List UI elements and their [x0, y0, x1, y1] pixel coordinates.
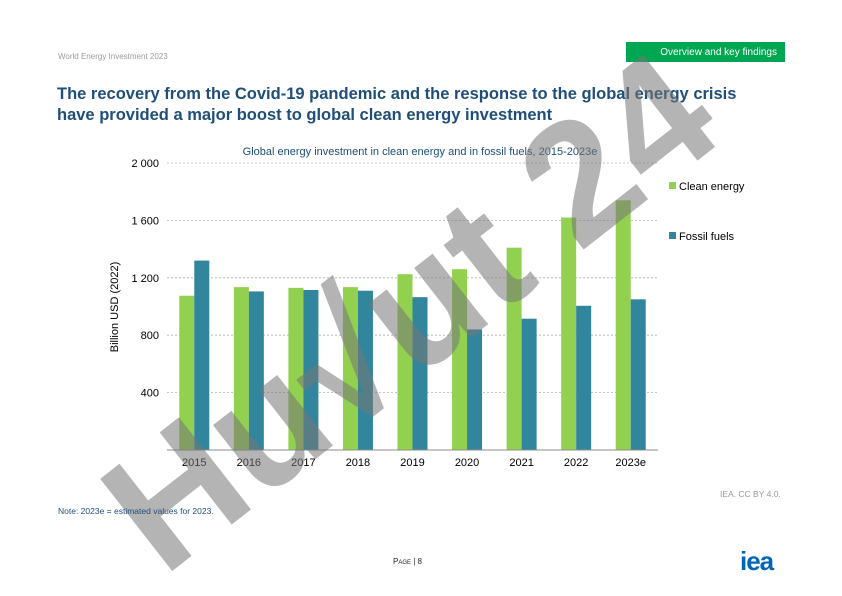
credit: IEA. CC BY 4.0. — [720, 489, 781, 499]
bar-fossil-fuels — [357, 290, 373, 450]
x-tick-label: 2018 — [346, 457, 370, 469]
y-tick-label: 2 000 — [131, 158, 159, 170]
chart-title: Global energy investment in clean energy… — [243, 146, 598, 158]
bars — [179, 200, 646, 450]
x-tick-label: 2022 — [564, 457, 588, 469]
bar-clean-energy — [397, 274, 413, 450]
bar-fossil-fuels — [467, 329, 483, 450]
x-tick-label: 2023e — [615, 457, 646, 469]
section-badge: Overview and key findings — [626, 42, 785, 62]
bar-clean-energy — [506, 247, 522, 450]
x-tick-label: 2019 — [400, 457, 424, 469]
y-tick-label: 800 — [141, 330, 159, 342]
legend-label: Clean energy — [679, 181, 745, 193]
bar-fossil-fuels — [630, 299, 646, 450]
page-number-value: | 8 — [413, 557, 422, 566]
bar-clean-energy — [233, 287, 249, 450]
footnote: Note: 2023e = estimated values for 2023. — [58, 506, 214, 516]
bar-clean-energy — [288, 287, 304, 450]
bar-fossil-fuels — [521, 318, 537, 450]
x-tick-label: 2016 — [237, 457, 261, 469]
x-tick-label: 2021 — [509, 457, 533, 469]
bar-clean-energy — [452, 269, 468, 450]
bar-fossil-fuels — [248, 291, 264, 450]
axis-ticks: 400 800 1 200 1 600 2 000 2015 2016 2017 2018 201… — [131, 158, 646, 469]
page-title: The recovery from the Covid-19 pandemic … — [57, 85, 737, 124]
report-name: World Energy Investment 2023 — [58, 52, 168, 61]
x-tick-label: 2017 — [291, 457, 315, 469]
page-word: Page — [393, 557, 412, 566]
legend-label: Fossil fuels — [679, 231, 735, 243]
page-number: Page | 8 — [393, 557, 422, 566]
y-tick-label: 1 600 — [131, 215, 159, 227]
bar-clean-energy — [615, 200, 631, 450]
legend-swatch — [669, 232, 676, 239]
bar-fossil-fuels — [194, 260, 210, 450]
bar-fossil-fuels — [412, 297, 428, 450]
bar-fossil-fuels — [303, 289, 319, 450]
bar-clean-energy — [342, 287, 358, 450]
y-tick-label: 400 — [141, 388, 159, 400]
iea-logo: iea — [740, 546, 774, 576]
x-tick-label: 2015 — [182, 457, 206, 469]
legend: Clean energy Fossil fuels — [669, 181, 745, 243]
bar-fossil-fuels — [576, 305, 592, 450]
bar-clean-energy — [179, 295, 195, 450]
section-label: Overview and key findings — [660, 46, 777, 58]
bar-clean-energy — [561, 217, 577, 450]
y-axis-label: Billion USD (2022) — [109, 262, 121, 352]
legend-swatch — [669, 182, 676, 189]
y-tick-label: 1 200 — [131, 273, 159, 285]
x-tick-label: 2020 — [455, 457, 479, 469]
